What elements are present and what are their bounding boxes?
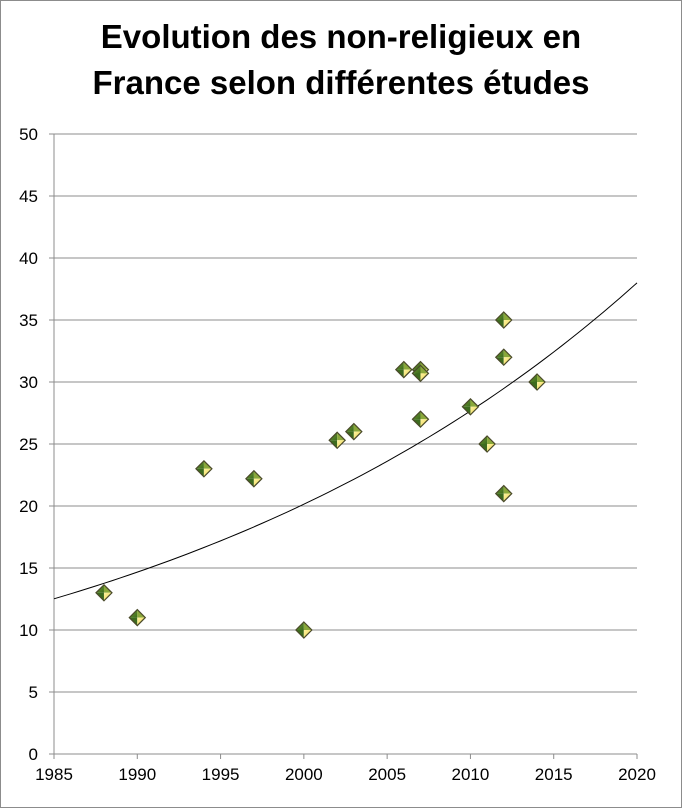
y-tick-label: 0 (29, 745, 38, 764)
data-point (411, 364, 430, 383)
y-tick-label: 45 (19, 187, 38, 206)
x-tick-label: 2005 (368, 765, 406, 784)
y-tick-label: 25 (19, 435, 38, 454)
data-point (344, 422, 363, 441)
y-tick-label: 15 (19, 559, 38, 578)
data-point (461, 397, 480, 416)
data-point (195, 459, 213, 478)
x-tick-label: 1990 (118, 765, 156, 784)
data-point (328, 431, 347, 450)
data-point (411, 410, 430, 429)
chart-title-line-2: France selon différentes études (92, 64, 590, 101)
data-point (494, 348, 513, 367)
data-point (295, 621, 313, 639)
chart-title-line-1: Evolution des non-religieux en (100, 18, 582, 55)
data-point (478, 435, 496, 453)
y-tick-label: 10 (19, 621, 38, 640)
y-tick-label: 50 (19, 125, 38, 144)
data-point (394, 360, 413, 379)
data-point (528, 373, 546, 391)
trendline (53, 282, 638, 600)
x-tick-label: 1985 (35, 765, 73, 784)
x-tick-label: 2015 (535, 765, 573, 784)
data-point (245, 469, 263, 488)
y-tick-label: 20 (19, 497, 38, 516)
y-tick-label: 40 (19, 249, 38, 268)
x-tick-label: 2020 (618, 765, 656, 784)
chart-title: Evolution des non-religieux en France se… (0, 14, 682, 106)
x-tick-label: 1995 (202, 765, 240, 784)
data-point (95, 583, 113, 602)
data-point (494, 484, 513, 503)
y-tick-label: 35 (19, 311, 38, 330)
x-tick-label: 2010 (452, 765, 490, 784)
data-point (128, 608, 147, 627)
y-tick-label: 5 (29, 683, 38, 702)
data-point (494, 311, 513, 329)
y-tick-label: 30 (19, 373, 38, 392)
x-tick-label: 2000 (285, 765, 323, 784)
